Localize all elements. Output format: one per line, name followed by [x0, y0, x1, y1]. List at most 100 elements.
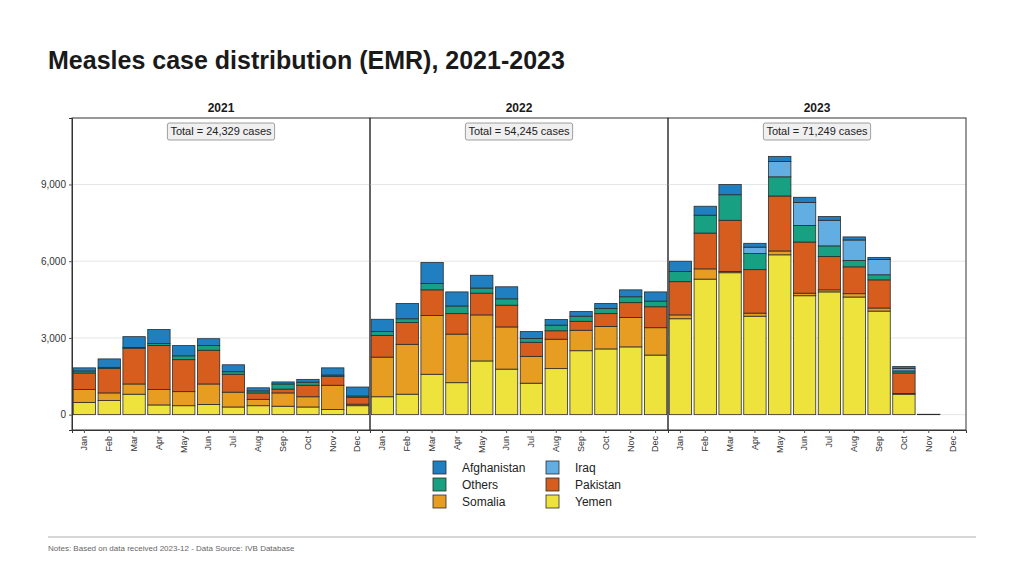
tick-label: Sep: [278, 436, 288, 452]
tick-label: May: [477, 436, 487, 454]
tick-label: Apr: [154, 436, 164, 450]
bar: [595, 314, 617, 327]
bar: [495, 287, 517, 299]
tick-label: Jun: [799, 436, 809, 451]
tick-label: Jan: [79, 436, 89, 451]
tick: Feb: [402, 430, 412, 452]
tick-mark: [903, 430, 904, 433]
legend-item: Somalia: [433, 495, 506, 509]
bar: [421, 374, 443, 414]
bar: [769, 177, 791, 196]
tick-mark: [134, 430, 135, 433]
bar: [769, 156, 791, 161]
bar: [396, 323, 418, 345]
bar: [197, 346, 219, 351]
bar: [545, 339, 567, 368]
bar: [620, 317, 642, 346]
bars: [669, 156, 940, 414]
tick-mark: [556, 430, 557, 433]
tick-mark: [183, 430, 184, 433]
bar: [893, 367, 915, 369]
legend-label: Somalia: [462, 495, 506, 509]
bar: [421, 290, 443, 316]
bar: [446, 383, 468, 415]
legend-label: Iraq: [575, 461, 596, 475]
tick-mark: [332, 430, 333, 433]
legend-label: Yemen: [575, 495, 612, 509]
bar: [421, 262, 443, 283]
annotation-box: [763, 123, 870, 140]
bar: [595, 326, 617, 349]
bar: [719, 273, 741, 415]
bar: [123, 394, 145, 414]
bar: [173, 360, 195, 392]
bar: [520, 383, 542, 414]
panel-title: 2021: [208, 101, 235, 115]
bar: [868, 257, 890, 259]
bar: [769, 251, 791, 255]
bar: [520, 332, 542, 339]
grid: [370, 184, 668, 414]
bar: [719, 220, 741, 271]
bar: [793, 197, 815, 202]
tick-mark: [382, 430, 383, 433]
tick: May: [775, 430, 785, 453]
tick-label: Feb: [402, 436, 412, 452]
tick-label: May: [775, 436, 785, 454]
tick: May: [477, 430, 487, 453]
annotation: Total = 71,249 cases: [763, 123, 870, 140]
bar: [620, 297, 642, 303]
bar: [644, 307, 666, 328]
bar: [868, 275, 890, 280]
plot-frame: [668, 118, 966, 430]
bars: [371, 262, 667, 414]
series: [744, 161, 915, 370]
bar: [520, 342, 542, 356]
series: [73, 346, 369, 405]
tick-mark: [630, 430, 631, 433]
tick-mark: [307, 430, 308, 433]
tick: Apr: [154, 430, 164, 450]
tick: Jun: [203, 430, 213, 451]
bar: [843, 297, 865, 415]
bar: [744, 313, 766, 316]
axis-line: [669, 431, 967, 434]
bar: [73, 402, 95, 414]
bar: [148, 346, 170, 390]
bar: [173, 406, 195, 415]
annotation-text: Total = 54,245 cases: [468, 125, 570, 137]
tick-label: Feb: [104, 436, 114, 452]
series: [73, 344, 369, 398]
bar: [247, 406, 269, 415]
tick-mark: [69, 415, 72, 416]
grid-line: [668, 184, 966, 185]
bar: [73, 373, 95, 390]
bar: [918, 414, 940, 415]
bar: [322, 368, 344, 375]
bar: [421, 283, 443, 289]
tick: Dec: [650, 430, 660, 452]
tick: Jul: [526, 430, 536, 448]
bar: [98, 401, 120, 415]
bar: [620, 290, 642, 297]
bar: [222, 365, 244, 372]
tick-mark: [705, 430, 706, 433]
bar: [694, 215, 716, 233]
bar: [942, 414, 964, 415]
bar: [98, 359, 120, 367]
bar: [868, 308, 890, 311]
tick-label: May: [179, 436, 189, 454]
bar: [793, 202, 815, 225]
bar: [570, 351, 592, 415]
tick-label: Mar: [725, 436, 735, 452]
tick: Oct: [899, 430, 909, 450]
tick: Sep: [874, 430, 884, 452]
tick-mark: [84, 430, 85, 433]
tick-label: Jun: [501, 436, 511, 451]
bar: [545, 369, 567, 415]
bar: [197, 384, 219, 404]
bar: [421, 315, 443, 374]
x-axis: JanFebMarAprMayJunJulAugSepOctNovDec: [73, 430, 371, 453]
tick: 0: [60, 409, 72, 420]
footer-rule: [48, 537, 976, 538]
